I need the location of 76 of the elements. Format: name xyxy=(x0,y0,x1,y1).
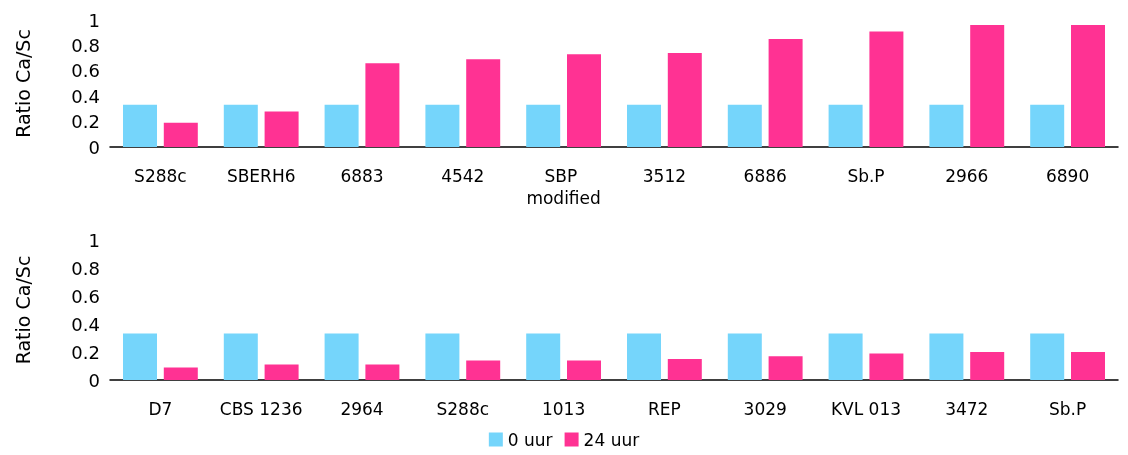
bar xyxy=(627,333,661,380)
x-tick-label: 1013 xyxy=(541,399,586,419)
legend-label: 0 uur xyxy=(507,429,553,450)
bar xyxy=(466,59,501,147)
bar xyxy=(828,104,863,147)
bar xyxy=(1071,25,1105,147)
bar xyxy=(929,333,964,380)
bar xyxy=(667,359,702,380)
bar xyxy=(1071,352,1105,380)
x-tick-label: 2966 xyxy=(945,166,989,186)
y-tick-label: 0 xyxy=(88,136,100,158)
y-tick-label: 0.6 xyxy=(71,285,100,307)
bar xyxy=(667,53,702,147)
bar xyxy=(727,333,762,380)
bar xyxy=(526,333,561,380)
bar xyxy=(970,25,1005,147)
bar xyxy=(123,333,157,380)
x-tick-label: D7 xyxy=(148,399,173,419)
y-tick-label: 0.4 xyxy=(71,313,100,335)
x-tick-label: SBP modified xyxy=(526,166,601,208)
bar xyxy=(223,104,258,147)
x-tick-label: S288c xyxy=(134,166,187,186)
bar xyxy=(223,333,258,380)
bar xyxy=(768,39,803,147)
legend-label: 24 uur xyxy=(583,429,640,450)
y-tick-label: 0 xyxy=(88,369,100,391)
x-tick-label: 3512 xyxy=(642,166,687,186)
y-tick-label: 1 xyxy=(88,229,100,251)
bar xyxy=(163,122,198,147)
x-tick-label: 3029 xyxy=(743,399,787,419)
bar xyxy=(828,333,863,380)
bar xyxy=(627,104,661,147)
y-tick-label: 0.6 xyxy=(71,60,100,82)
bar xyxy=(123,104,157,147)
y-tick-label: 0.4 xyxy=(71,85,100,107)
bar xyxy=(567,54,601,147)
x-tick-label: 6883 xyxy=(340,166,384,186)
bar xyxy=(567,360,601,380)
bar xyxy=(163,367,198,380)
x-tick-label: REP xyxy=(647,399,681,419)
bar xyxy=(365,63,400,147)
bar xyxy=(727,104,762,147)
bar xyxy=(929,104,964,147)
x-tick-label: 3472 xyxy=(945,399,989,419)
bar xyxy=(768,356,803,380)
x-tick-label: 6886 xyxy=(743,166,787,186)
bar xyxy=(425,104,460,147)
bar xyxy=(1030,333,1065,380)
bar xyxy=(869,31,904,147)
x-tick-label: 6890 xyxy=(1045,166,1090,186)
bar xyxy=(466,360,501,380)
x-tick-label: Sb.P xyxy=(1048,399,1087,419)
bar xyxy=(526,104,561,147)
x-tick-label: KVL 013 xyxy=(830,399,902,419)
y-tick-label: 0.8 xyxy=(71,257,100,279)
y-tick-label: 1 xyxy=(88,9,100,31)
bar xyxy=(264,111,299,147)
y-axis-title: Ratio Ca/Sc xyxy=(11,255,34,365)
y-axis-title: Ratio Ca/Sc xyxy=(11,29,34,138)
x-tick-label: S288c xyxy=(436,399,490,419)
bar xyxy=(324,104,359,147)
x-tick-label: 2964 xyxy=(340,399,384,419)
bar xyxy=(365,364,400,380)
bar xyxy=(1030,104,1065,147)
x-tick-label: CBS 1236 xyxy=(219,399,303,419)
x-tick-label: Sb.P xyxy=(847,166,885,186)
bar xyxy=(264,364,299,380)
bar xyxy=(425,333,460,380)
bar xyxy=(324,333,359,380)
y-tick-label: 0.8 xyxy=(71,34,100,56)
bar xyxy=(970,352,1005,380)
y-tick-label: 0.2 xyxy=(71,111,100,133)
x-tick-label: SBERH6 xyxy=(226,166,296,186)
bar xyxy=(869,353,904,380)
y-tick-label: 0.2 xyxy=(71,341,100,363)
x-tick-label: 4542 xyxy=(441,166,485,186)
